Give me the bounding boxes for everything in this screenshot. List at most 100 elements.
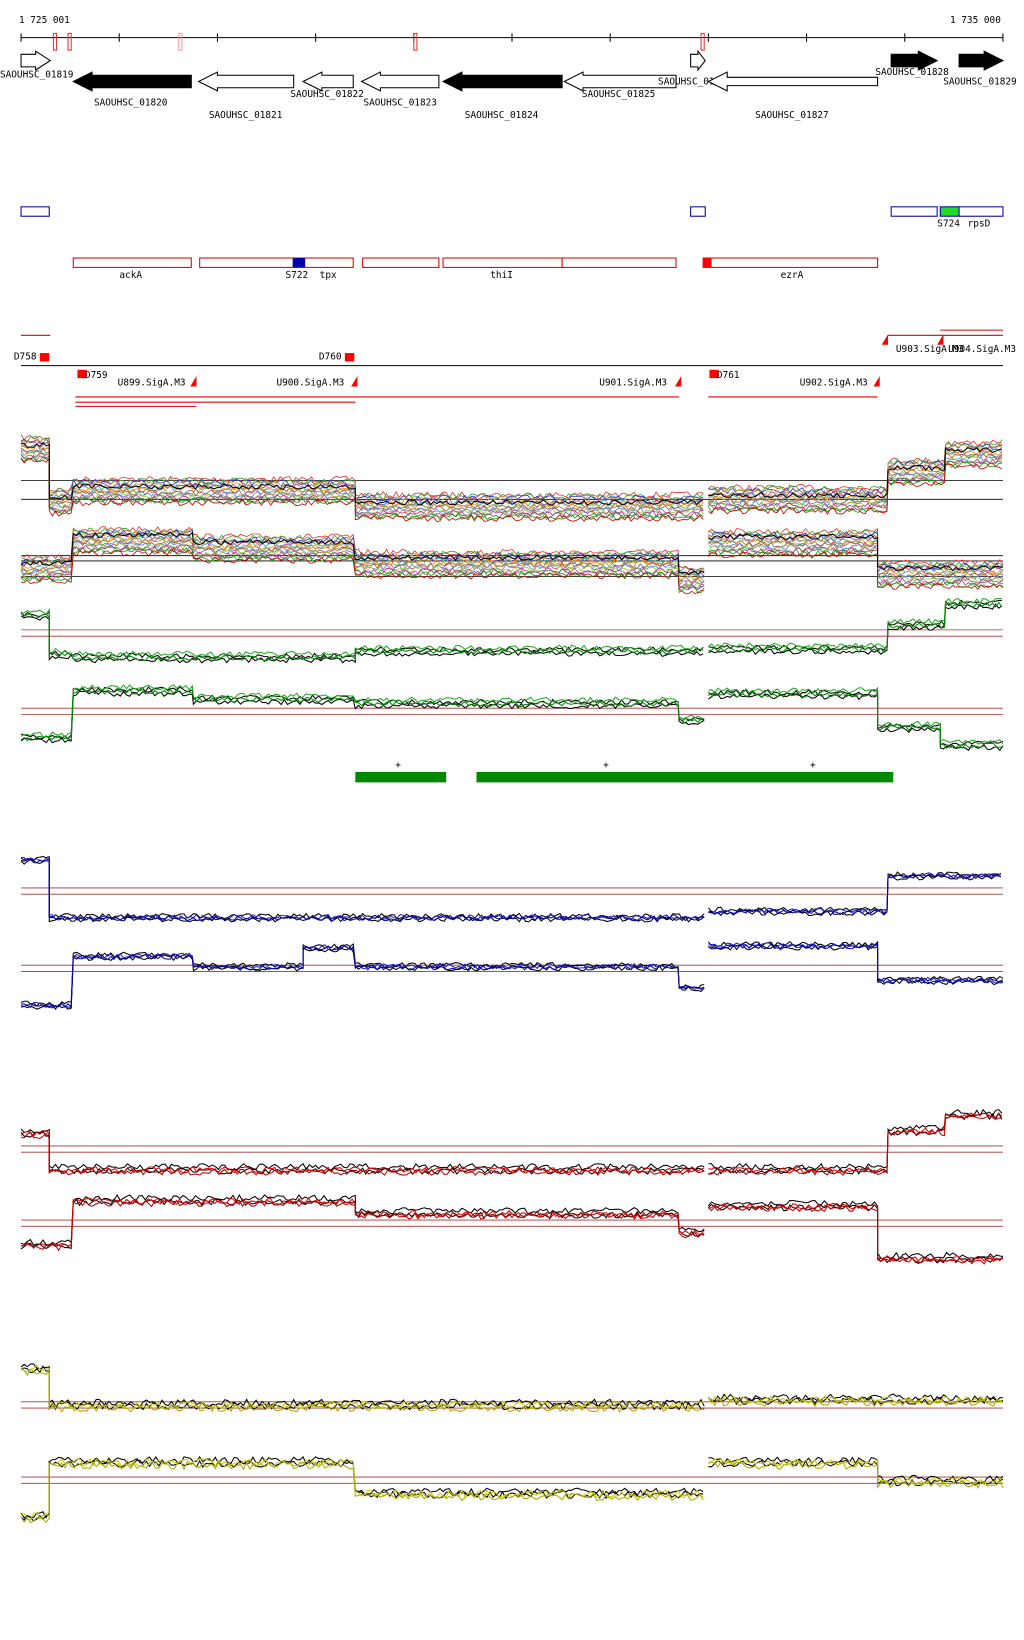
- signal-trace: [21, 856, 705, 921]
- ruler-mark: [52, 32, 58, 51]
- promoter-box: [709, 369, 719, 379]
- label: thiI: [490, 270, 513, 281]
- signal-trace: [20, 1363, 705, 1408]
- operon-mark: [703, 258, 712, 268]
- signal-trace: [708, 601, 1003, 654]
- signal-trace: [708, 944, 1004, 986]
- gene-arrow: [20, 50, 52, 71]
- feature-box: [890, 206, 938, 217]
- signal-trace: [708, 533, 1004, 572]
- promoter-flag: [190, 376, 197, 387]
- gene-arrow: [72, 71, 192, 92]
- signal-trace: [20, 1131, 705, 1176]
- signal-trace: [20, 435, 704, 501]
- signal-trace: [708, 1112, 1003, 1175]
- signal-trace: [708, 603, 1003, 656]
- signal-trace: [708, 689, 1004, 746]
- label: SAOUHSC_01824: [465, 110, 539, 121]
- signal-trace: [20, 1197, 705, 1248]
- ruler-mark: [67, 32, 72, 51]
- label: +: [395, 760, 401, 771]
- signal-trace: [20, 1459, 704, 1522]
- label: U899.SigA.M3: [118, 377, 186, 388]
- signal-trace: [20, 1460, 704, 1524]
- signal-trace: [20, 1129, 705, 1174]
- label: SAOUHSC_01821: [209, 110, 283, 121]
- signal-trace: [708, 453, 1003, 507]
- signal-trace: [20, 1365, 705, 1411]
- signal-trace: [20, 457, 704, 522]
- signal-trace: [707, 940, 1004, 982]
- signal-trace: [708, 597, 1002, 649]
- signal-trace: [20, 525, 705, 571]
- label: SAOUHSC_01823: [363, 98, 436, 109]
- promoter-box: [344, 353, 355, 362]
- operon-box: [199, 257, 354, 268]
- signal-trace: [708, 542, 1004, 582]
- gene-arrow: [441, 71, 563, 92]
- signal-trace: [708, 686, 1004, 745]
- signal-trace: [21, 945, 705, 1009]
- signal-trace: [708, 1108, 1003, 1171]
- label: SAOUHSC_01827: [755, 110, 829, 121]
- signal-trace: [20, 613, 704, 662]
- signal-trace: [20, 547, 705, 594]
- label: rpsD: [968, 219, 991, 230]
- feature-box: [939, 206, 960, 217]
- label: D761: [717, 370, 740, 381]
- gene-arrow: [690, 49, 706, 72]
- label: +: [810, 760, 816, 771]
- gene-arrow: [563, 71, 677, 92]
- signal-trace: [20, 615, 704, 664]
- signal-trace: [20, 535, 705, 582]
- label: SAOUHSC_01826: [658, 77, 732, 88]
- segment-bar: [355, 771, 447, 783]
- signal-trace: [708, 444, 1003, 497]
- signal-trace: [708, 527, 1004, 567]
- label: S724: [937, 219, 960, 230]
- label: SAOUHSC_01819: [0, 69, 74, 80]
- feature-box: [20, 206, 50, 217]
- label: +: [603, 760, 609, 771]
- signal-trace: [708, 1457, 1004, 1486]
- signal-trace: [20, 684, 705, 738]
- signal-trace: [20, 1128, 705, 1171]
- signal-trace: [20, 531, 705, 576]
- signal-trace: [20, 1199, 705, 1252]
- ruler-mark: [700, 32, 705, 51]
- signal-trace: [708, 446, 1002, 499]
- signal-trace: [708, 442, 1002, 495]
- promoter-flag: [873, 376, 880, 387]
- signal-trace: [21, 539, 705, 584]
- signal-trace: [20, 690, 705, 744]
- signal-trace: [20, 944, 705, 1009]
- label: SAOUHSC_01822: [290, 89, 364, 100]
- signal-trace: [707, 871, 1001, 913]
- label: U900.SigA.M3: [276, 377, 344, 388]
- signal-trace: [20, 443, 704, 509]
- label: D758: [14, 351, 37, 362]
- signal-trace: [708, 544, 1004, 583]
- signal-trace: [708, 599, 1002, 651]
- promoter-flag: [881, 334, 889, 345]
- signal-trace: [708, 1203, 1004, 1264]
- label: tpx: [320, 270, 337, 281]
- gene-arrow: [197, 71, 295, 92]
- signal-trace: [708, 531, 1004, 570]
- gene-arrow: [707, 71, 879, 92]
- signal-trace: [20, 434, 704, 499]
- signal-trace: [708, 549, 1004, 589]
- signal-trace: [708, 690, 1003, 749]
- signal-trace: [20, 441, 704, 506]
- label: U901.SigA.M3: [599, 377, 667, 388]
- signal-trace: [20, 946, 705, 1010]
- signal-trace: [708, 551, 1004, 590]
- signal-trace: [708, 1205, 1003, 1265]
- signal-trace: [708, 541, 1004, 580]
- signal-trace: [707, 1395, 1004, 1405]
- signal-trace: [708, 455, 1003, 508]
- operon-box: [702, 257, 879, 268]
- label: ackA: [119, 270, 142, 281]
- signal-trace: [20, 686, 705, 740]
